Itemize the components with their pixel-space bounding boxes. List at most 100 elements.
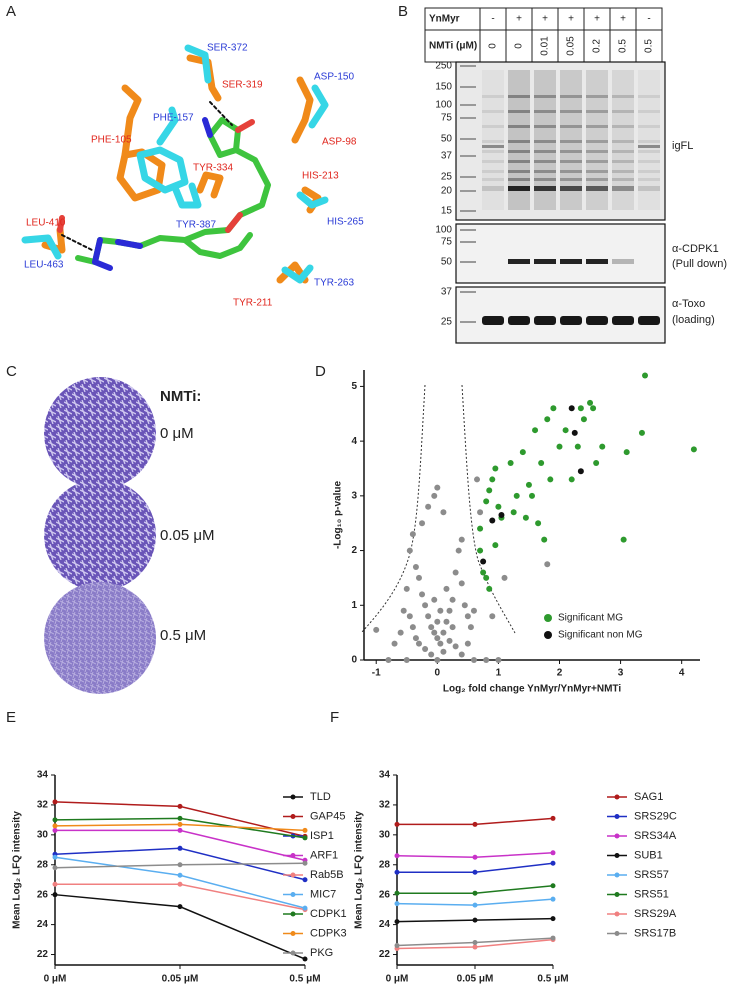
marker-band <box>460 65 476 67</box>
point <box>406 547 413 554</box>
lane-band <box>612 186 634 191</box>
lane-band <box>612 178 634 181</box>
residue-label: LEU-410 <box>26 218 66 229</box>
y-tick-label: 0 <box>351 655 357 666</box>
point <box>522 514 529 521</box>
legend-label: ISP1 <box>310 830 334 842</box>
point <box>550 896 556 902</box>
point <box>302 827 308 833</box>
structure <box>21 44 329 284</box>
legend-label: SRS57 <box>634 869 669 881</box>
lane-band <box>508 170 530 173</box>
legend-label: SRS29A <box>634 908 677 920</box>
panel-label: A <box>6 3 16 20</box>
lane-band <box>482 110 504 113</box>
legend-marker <box>614 872 620 878</box>
point <box>519 449 526 456</box>
marker-band <box>460 155 476 157</box>
residue-label: TYR-211 <box>233 298 273 309</box>
legend-marker <box>614 931 620 936</box>
point <box>403 585 410 592</box>
plates-heading: NMTi: <box>160 388 201 405</box>
point <box>452 569 459 576</box>
lane-band <box>534 178 556 181</box>
x-tick-label: -1 <box>372 668 381 679</box>
panel-label: F <box>330 709 339 726</box>
point <box>535 520 542 527</box>
point <box>474 476 481 483</box>
legend-label: SRS34A <box>634 830 677 842</box>
y-tick-label: 4 <box>351 436 357 447</box>
point <box>52 823 58 829</box>
point <box>449 624 456 631</box>
point <box>544 561 551 568</box>
legend-marker <box>290 931 296 936</box>
point <box>434 657 441 663</box>
point <box>52 817 58 823</box>
x-tick-label: 0 μM <box>386 974 409 985</box>
point <box>177 815 183 821</box>
point <box>437 607 444 614</box>
blot-label: (loading) <box>672 314 715 326</box>
marker-band <box>460 138 476 140</box>
lane-band <box>482 145 504 148</box>
point <box>415 574 422 581</box>
y-tick-label: 22 <box>379 949 391 960</box>
marker-band <box>460 210 476 212</box>
x-tick-label: 0.5 μM <box>289 974 320 985</box>
lane-band <box>534 160 556 163</box>
lane-smear <box>508 70 530 210</box>
point <box>458 651 465 658</box>
point <box>302 905 308 911</box>
blot-label: (Pull down) <box>672 258 727 270</box>
lane-smear <box>612 70 634 210</box>
x-tick-label: 0 <box>435 668 441 679</box>
marker-label: 25 <box>441 172 453 183</box>
lane-band <box>586 316 608 325</box>
lane-band <box>612 259 634 264</box>
header-cell: + <box>568 14 574 25</box>
point <box>177 872 183 878</box>
point <box>302 956 308 962</box>
point <box>550 860 556 866</box>
lane-band <box>534 125 556 128</box>
marker-label: 25 <box>441 317 453 328</box>
point <box>52 865 58 871</box>
lane-smear <box>560 70 582 210</box>
lane-band <box>638 95 660 98</box>
header-cell: + <box>620 14 626 25</box>
point <box>562 427 569 434</box>
panel-label: B <box>398 3 408 20</box>
legend-label: GAP45 <box>310 810 345 822</box>
lane-band <box>560 125 582 128</box>
point <box>620 536 627 543</box>
lane-smear <box>482 70 504 210</box>
lane-band <box>612 125 634 128</box>
point <box>574 443 581 450</box>
marker-band <box>460 117 476 119</box>
point <box>425 613 432 620</box>
marker-label: 100 <box>435 100 452 111</box>
point <box>458 580 465 587</box>
lane-band <box>482 178 504 181</box>
point <box>550 850 556 856</box>
series-line <box>55 829 306 862</box>
gel <box>455 223 666 284</box>
y-tick-label: 24 <box>379 919 391 930</box>
lane-band <box>508 178 530 181</box>
x-tick-label: 2 <box>557 668 563 679</box>
lane-band <box>534 110 556 113</box>
residue-label: SER-372 <box>207 43 248 54</box>
lane-smear <box>638 70 660 210</box>
point <box>690 446 697 453</box>
lane-band <box>638 145 660 148</box>
residue-label: ASP-150 <box>314 72 354 83</box>
lane-band <box>508 316 530 325</box>
point <box>525 481 532 488</box>
lane-band <box>638 170 660 173</box>
lane-band <box>612 110 634 113</box>
lane-band <box>482 125 504 128</box>
y-axis-label: -Log₁₀ p-value <box>333 481 344 550</box>
residue-label: ASP-98 <box>322 137 357 148</box>
dose-label: 0.05 μM <box>160 527 215 544</box>
